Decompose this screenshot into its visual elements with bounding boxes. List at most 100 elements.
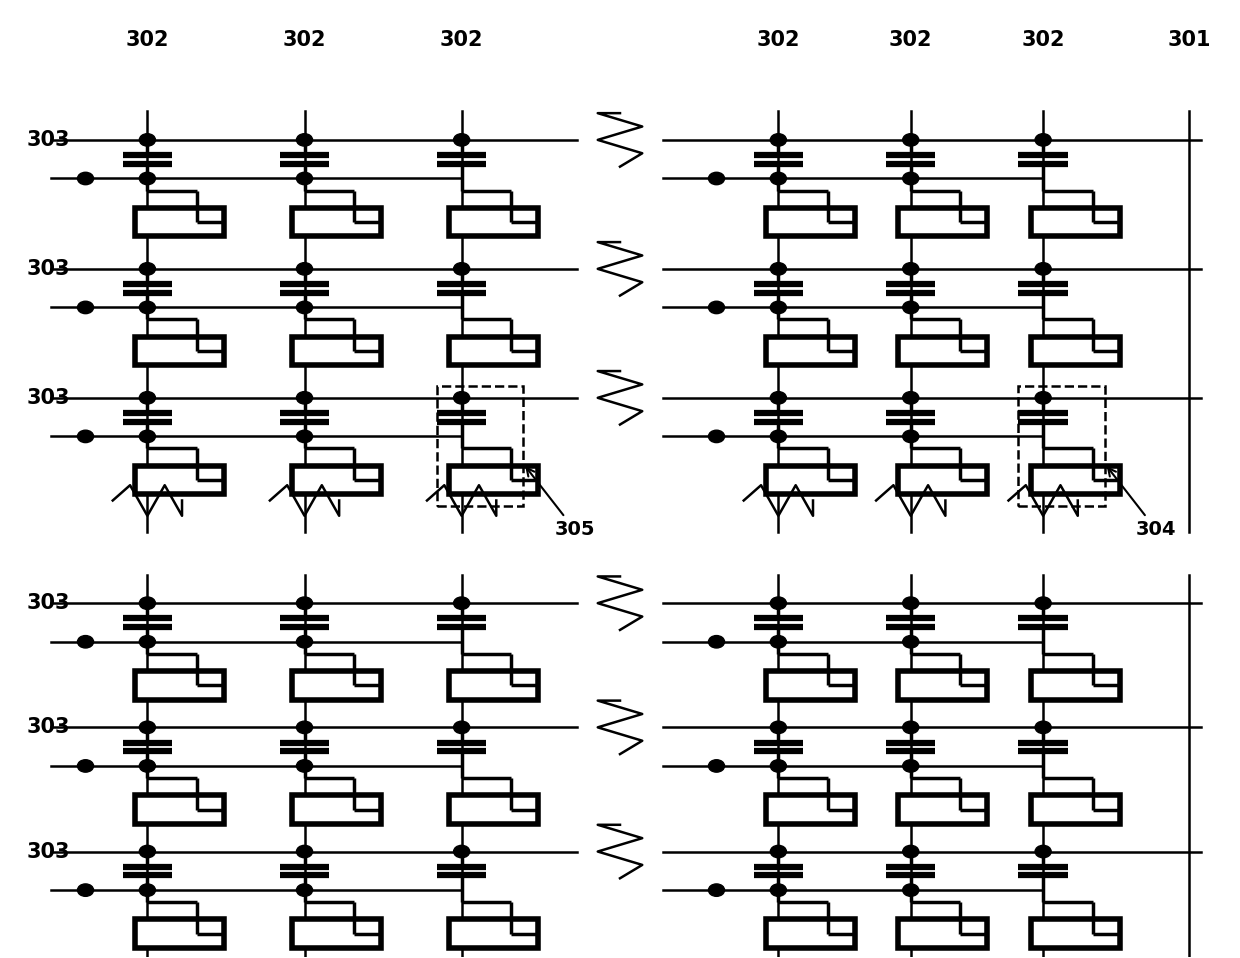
Bar <box>293 671 381 699</box>
Circle shape <box>77 301 93 313</box>
Bar <box>1030 208 1120 237</box>
Circle shape <box>454 845 470 857</box>
Circle shape <box>77 172 93 185</box>
Bar <box>766 795 856 824</box>
Bar <box>135 795 224 824</box>
Circle shape <box>454 262 470 275</box>
Circle shape <box>903 430 919 443</box>
Circle shape <box>903 635 919 648</box>
Circle shape <box>296 134 312 147</box>
Circle shape <box>770 430 786 443</box>
Text: 303: 303 <box>26 130 71 149</box>
Circle shape <box>139 884 155 897</box>
Circle shape <box>770 134 786 147</box>
Text: 303: 303 <box>26 388 71 408</box>
Circle shape <box>903 134 919 147</box>
Circle shape <box>77 760 93 772</box>
Circle shape <box>139 172 155 185</box>
Circle shape <box>770 597 786 609</box>
Circle shape <box>1035 845 1052 857</box>
Bar <box>898 795 987 824</box>
Bar <box>1030 920 1120 948</box>
Bar <box>135 336 224 365</box>
Bar <box>135 466 224 494</box>
Bar <box>898 336 987 365</box>
Circle shape <box>454 597 470 609</box>
Bar <box>293 920 381 948</box>
Bar <box>766 466 856 494</box>
Bar <box>135 920 224 948</box>
Circle shape <box>139 262 155 275</box>
Bar <box>1018 386 1105 506</box>
Bar <box>449 920 538 948</box>
Circle shape <box>708 301 724 313</box>
Bar <box>436 386 523 506</box>
Circle shape <box>770 172 786 185</box>
Text: 302: 302 <box>283 30 326 50</box>
Text: 302: 302 <box>125 30 169 50</box>
Bar <box>135 671 224 699</box>
Bar <box>766 671 856 699</box>
Circle shape <box>296 262 312 275</box>
Circle shape <box>454 721 470 734</box>
Bar <box>449 336 538 365</box>
Circle shape <box>708 430 724 443</box>
Circle shape <box>1035 392 1052 404</box>
Circle shape <box>903 597 919 609</box>
Bar <box>1030 795 1120 824</box>
Circle shape <box>296 301 312 313</box>
Bar <box>766 208 856 237</box>
Bar <box>449 671 538 699</box>
Bar <box>293 795 381 824</box>
Text: 303: 303 <box>26 841 71 861</box>
Bar <box>293 336 381 365</box>
Bar <box>293 208 381 237</box>
Bar <box>1030 466 1120 494</box>
Circle shape <box>903 760 919 772</box>
Circle shape <box>1035 721 1052 734</box>
Text: 304: 304 <box>1109 468 1177 539</box>
Bar <box>449 208 538 237</box>
Bar <box>766 920 856 948</box>
Bar <box>898 466 987 494</box>
Circle shape <box>296 721 312 734</box>
Circle shape <box>770 721 786 734</box>
Circle shape <box>903 392 919 404</box>
Text: 302: 302 <box>1022 30 1065 50</box>
Circle shape <box>139 635 155 648</box>
Circle shape <box>903 721 919 734</box>
Circle shape <box>708 884 724 897</box>
Text: 302: 302 <box>889 30 932 50</box>
Circle shape <box>708 172 724 185</box>
Bar <box>293 466 381 494</box>
Bar <box>449 466 538 494</box>
Circle shape <box>770 635 786 648</box>
Circle shape <box>903 301 919 313</box>
Circle shape <box>139 134 155 147</box>
Bar <box>449 795 538 824</box>
Circle shape <box>770 392 786 404</box>
Circle shape <box>296 760 312 772</box>
Circle shape <box>77 884 93 897</box>
Circle shape <box>139 760 155 772</box>
Circle shape <box>296 845 312 857</box>
Circle shape <box>296 597 312 609</box>
Circle shape <box>77 430 93 443</box>
Text: 302: 302 <box>756 30 800 50</box>
Circle shape <box>770 262 786 275</box>
Circle shape <box>139 597 155 609</box>
Circle shape <box>770 845 786 857</box>
Circle shape <box>903 845 919 857</box>
Circle shape <box>708 760 724 772</box>
Bar <box>766 336 856 365</box>
Circle shape <box>770 884 786 897</box>
Circle shape <box>296 430 312 443</box>
Text: 301: 301 <box>1167 30 1211 50</box>
Circle shape <box>903 884 919 897</box>
Text: 305: 305 <box>527 468 595 539</box>
Circle shape <box>903 172 919 185</box>
Circle shape <box>139 392 155 404</box>
Circle shape <box>454 134 470 147</box>
Text: 303: 303 <box>26 593 71 613</box>
Text: 303: 303 <box>26 718 71 738</box>
